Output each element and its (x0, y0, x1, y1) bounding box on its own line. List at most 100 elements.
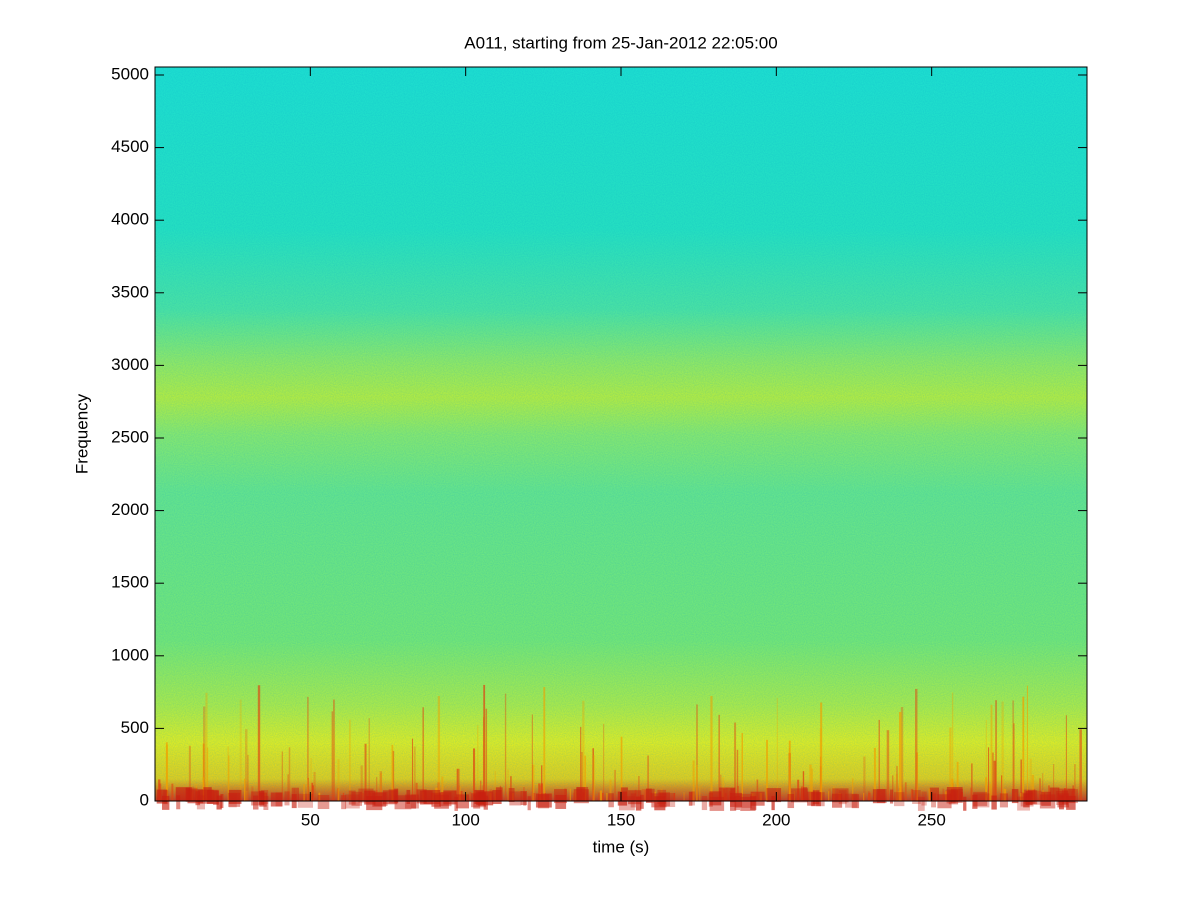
spectrogram-streak (599, 790, 603, 801)
spectrogram-streak (1033, 788, 1036, 801)
spectrogram-streak (852, 778, 854, 801)
spectrogram-streak (603, 723, 605, 801)
y-tick-label: 4000 (111, 210, 149, 229)
spectrogram-noise (155, 67, 1087, 801)
spectrogram-streak (469, 792, 472, 801)
spectrogram-low-band (1020, 792, 1034, 807)
spectrogram-streak (494, 771, 496, 801)
spectrogram-streak (899, 712, 902, 801)
spectrogram-streak (504, 693, 507, 801)
spectrogram-streak (647, 755, 649, 801)
y-tick-label: 0 (140, 790, 149, 809)
spectrogram-streak (895, 773, 898, 801)
spectrogram-low-band (388, 789, 399, 804)
spectrogram-streak (1074, 764, 1076, 801)
spectrogram-low-band (709, 791, 722, 806)
spectrogram-streak (833, 786, 835, 801)
spectrogram-low-band (520, 791, 527, 806)
spectrogram-streak (892, 775, 894, 801)
spectrogram-streak (582, 700, 585, 801)
spectrogram-streak (741, 733, 743, 801)
spectrogram-streak (205, 692, 208, 801)
spectrogram-streak (239, 699, 242, 801)
spectrogram-streak (166, 744, 168, 801)
spectrogram-low-band (1011, 789, 1019, 804)
spectrogram-streak (227, 746, 230, 801)
spectrogram-low-band (216, 795, 222, 810)
spectrogram-streak (809, 764, 812, 801)
x-tick-label: 200 (762, 810, 790, 829)
x-tick-label: 100 (451, 810, 479, 829)
y-tick-label: 1000 (111, 645, 149, 664)
spectrogram-streak (584, 755, 587, 801)
spectrogram-streak (206, 747, 209, 801)
spectrogram-low-band (275, 792, 284, 807)
y-tick-label: 2500 (111, 427, 149, 446)
spectrogram-low-band (771, 796, 775, 811)
spectrogram-streak (592, 748, 594, 801)
spectrogram-streak (540, 783, 543, 801)
spectrogram-streak (251, 786, 254, 801)
spectrogram-streak (203, 706, 206, 801)
spectrogram-low-band (261, 790, 269, 805)
x-tick-label: 250 (917, 810, 945, 829)
spectrogram-streak (303, 784, 306, 801)
spectrogram-streak (1020, 759, 1022, 801)
spectrogram-streak (333, 699, 335, 801)
spectrogram-streak (246, 790, 249, 801)
spectrogram-streak (413, 746, 416, 801)
spectrogram-streak (533, 792, 536, 801)
y-tick-label: 500 (121, 718, 149, 737)
spectrogram-low-band (872, 789, 886, 804)
spectrogram-streak (411, 738, 414, 801)
spectrogram-streak (990, 704, 993, 801)
spectrogram-low-band (931, 793, 937, 808)
spectrogram-streak (718, 714, 720, 801)
spectrogram-streak (531, 714, 533, 801)
spectrogram-streak (580, 726, 582, 801)
spectrogram-streak (988, 747, 990, 801)
spectrogram-streak (379, 771, 383, 801)
spectrogram-streak (342, 792, 345, 801)
spectrogram-low-band (284, 791, 290, 806)
spectrogram-low-band (1028, 790, 1038, 805)
spectrogram-streak (1001, 775, 1003, 801)
spectrogram-low-band (709, 796, 725, 811)
spectrogram-low-band (608, 793, 614, 808)
spectrogram-streak (985, 777, 988, 801)
spectrogram-streak (620, 736, 623, 801)
spectrogram-streak (541, 765, 543, 801)
spectrogram-low-band (348, 790, 356, 805)
spectrogram-low-band (688, 791, 693, 806)
spectrogram-streak (606, 792, 608, 801)
x-tick-label: 150 (607, 810, 635, 829)
spectrogram-streak (949, 727, 952, 801)
spectrogram-streak (303, 792, 305, 801)
spectrogram-streak (318, 792, 321, 801)
spectrogram-streak (971, 763, 973, 801)
spectrogram-low-band (508, 788, 515, 803)
spectrogram-low-band (406, 789, 411, 804)
spectrogram-streak (338, 791, 340, 801)
spectrogram-low-band (734, 795, 741, 810)
spectrogram-low-band (509, 791, 522, 806)
spectrogram-low-band (1017, 796, 1031, 811)
spectrogram-streak (349, 719, 351, 801)
spectrogram-streak (602, 792, 604, 801)
spectrogram-streak (1013, 723, 1015, 801)
spectrogram-streak (1072, 785, 1074, 801)
spectrogram-streak (1020, 792, 1022, 801)
spectrogram-low-band (1041, 791, 1051, 806)
spectrogram-streak (614, 769, 616, 801)
spectrogram-low-band (1023, 793, 1030, 808)
y-tick-label: 3000 (111, 355, 149, 374)
spectrogram-streak (313, 771, 316, 801)
spectrogram-streak (988, 784, 991, 801)
spectrogram-streak (538, 783, 541, 801)
y-tick-label: 1500 (111, 573, 149, 592)
chart-title: A011, starting from 25-Jan-2012 22:05:00 (464, 33, 777, 52)
spectrogram-streak (985, 720, 988, 801)
spectrogram-low-band (1068, 789, 1078, 804)
spectrogram-streak (1039, 778, 1042, 801)
